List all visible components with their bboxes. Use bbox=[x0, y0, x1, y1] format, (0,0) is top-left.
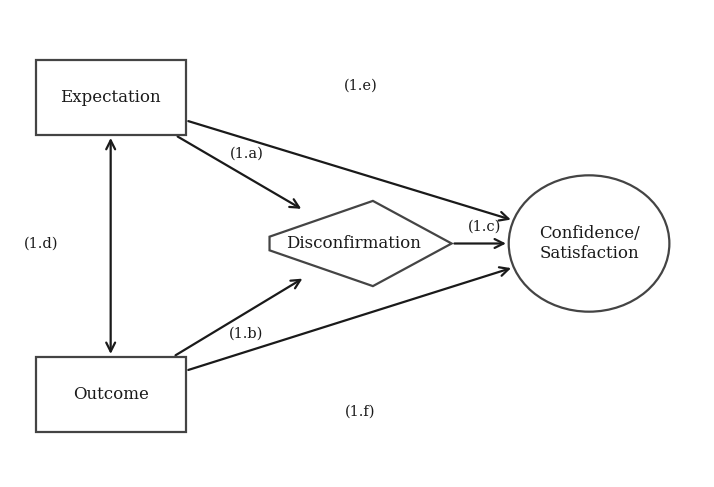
Polygon shape bbox=[270, 201, 452, 286]
Text: (1.c): (1.c) bbox=[468, 220, 501, 233]
Text: (1.d): (1.d) bbox=[24, 237, 59, 250]
Text: (1.b): (1.b) bbox=[229, 327, 263, 340]
Text: (1.f): (1.f) bbox=[346, 405, 376, 418]
Bar bbox=[36, 59, 186, 135]
Text: Disconfirmation: Disconfirmation bbox=[286, 235, 421, 252]
Text: Outcome: Outcome bbox=[73, 386, 149, 403]
Text: (1.a): (1.a) bbox=[229, 147, 263, 160]
Bar bbox=[36, 356, 186, 432]
Text: Confidence/
Satisfaction: Confidence/ Satisfaction bbox=[538, 225, 640, 262]
Ellipse shape bbox=[508, 175, 670, 312]
Text: (1.e): (1.e) bbox=[343, 78, 378, 92]
Text: Expectation: Expectation bbox=[61, 89, 161, 106]
